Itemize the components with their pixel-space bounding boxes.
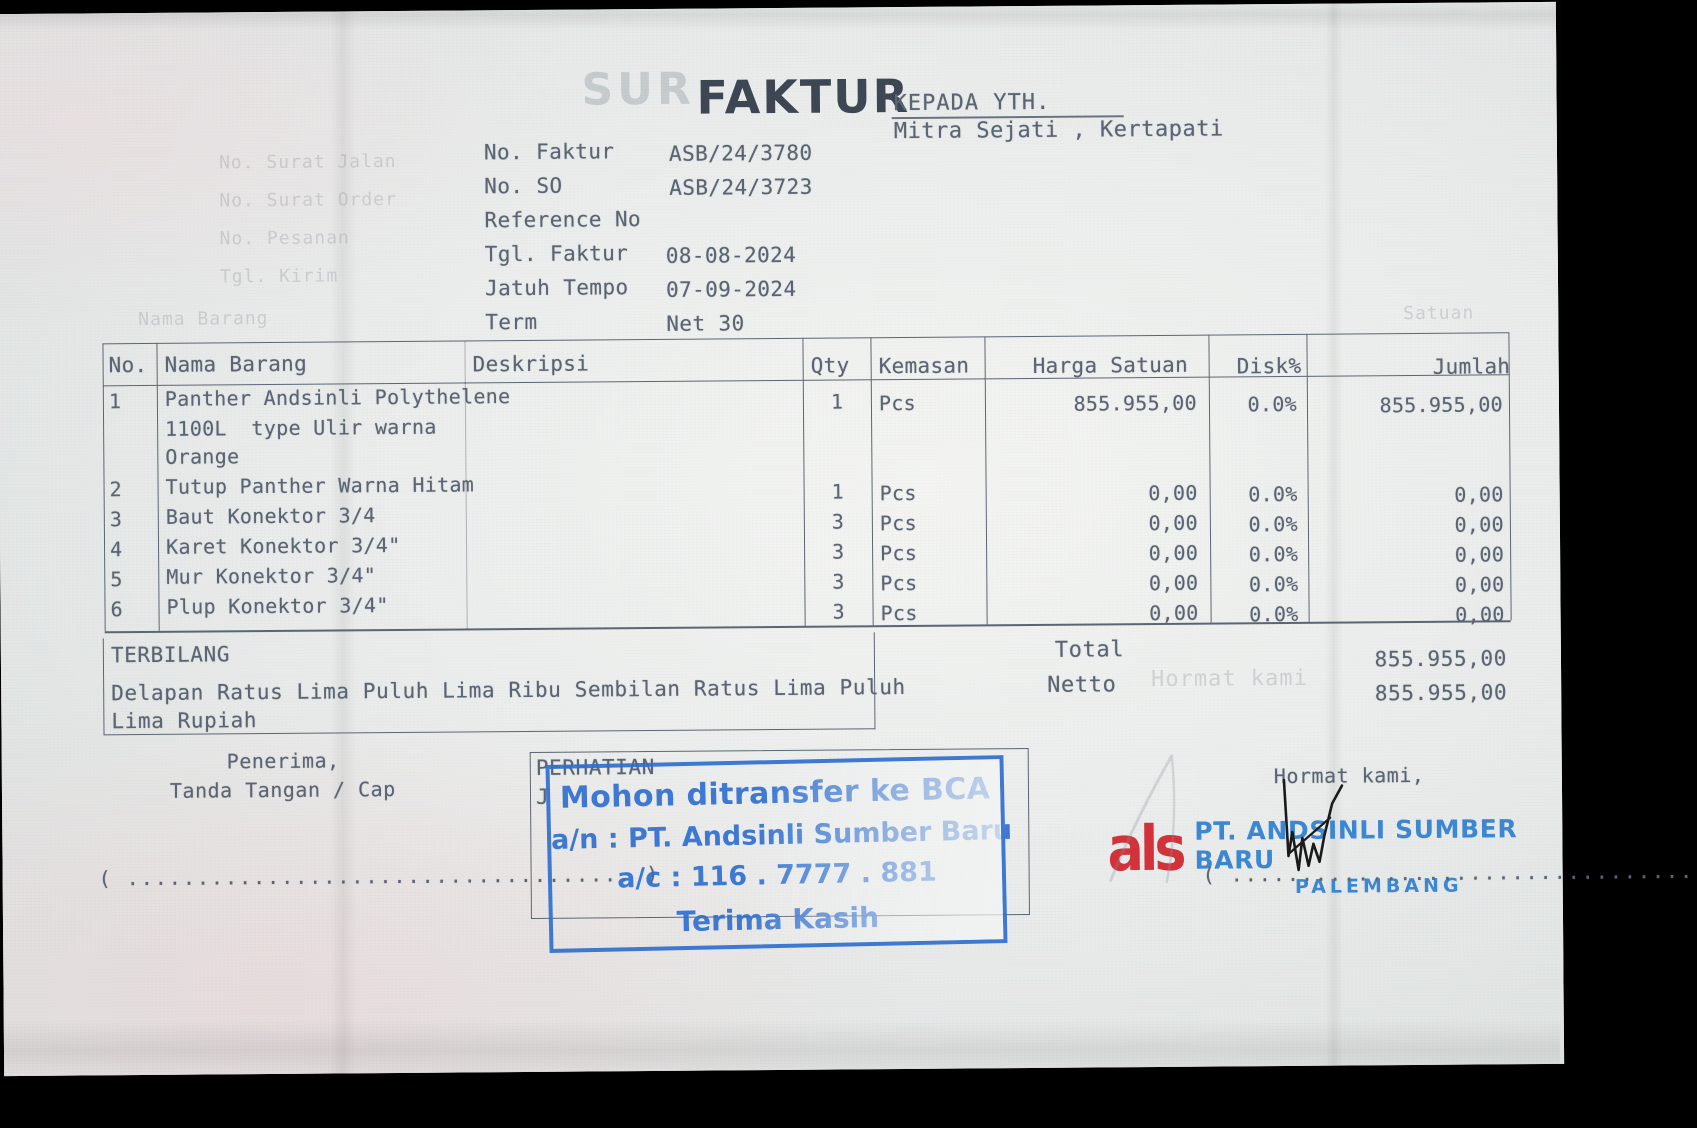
row-3-disk: 0.0%: [1248, 511, 1298, 537]
row-3-qty: 3: [831, 509, 845, 534]
table-top-rule: [102, 332, 1509, 345]
row-3-harga: 0,00: [1148, 510, 1198, 536]
hormat-signature-line: ( .................................... ): [1202, 858, 1697, 887]
netto-label: Netto: [1047, 672, 1117, 698]
row-1-qty: 1: [830, 389, 844, 414]
signature-scribble: [1282, 778, 1344, 872]
th-harga-satuan: Harga Satuan: [1032, 352, 1189, 379]
col-rule-kemasan: [870, 337, 874, 626]
row-2-harga: 0,00: [1148, 480, 1198, 506]
row-6-disk: 0.0%: [1249, 601, 1299, 627]
total-label: Total: [1054, 637, 1125, 663]
ghost-text-surat-order: No. Surat Order: [219, 188, 397, 212]
line-items-table: No. Nama Barang Deskripsi Qty Kemasan Ha…: [102, 332, 1512, 634]
row-6-nama: Plup Konektor 3/4": [166, 593, 389, 619]
row-5-kemasan: Pcs: [880, 570, 918, 596]
col-rule-nama: [156, 342, 160, 631]
row-6-harga: 0,00: [1149, 600, 1199, 626]
row-4-harga: 0,00: [1148, 540, 1199, 566]
row-5-no: 5: [110, 567, 123, 592]
row-4-jumlah: 0,00: [1454, 542, 1505, 567]
th-nama-barang: Nama Barang: [164, 351, 308, 377]
row-2-qty: 1: [831, 479, 845, 504]
row-1-no: 1: [108, 389, 122, 414]
terbilang-label: TERBILANG: [110, 642, 231, 668]
meta-label-reference-no: Reference No: [484, 207, 642, 233]
meta-label-no-faktur: No. Faktur: [483, 139, 615, 165]
row-4-kemasan: Pcs: [880, 540, 918, 566]
col-rule-qty: [802, 337, 806, 626]
bank-stamp-line-2: a/n : PT. Andsinli Sumber Baru: [550, 814, 1013, 856]
row-6-jumlah: 0,00: [1455, 602, 1505, 627]
terbilang-line-2: Lima Rupiah: [111, 708, 258, 734]
row-4-disk: 0.0%: [1248, 541, 1299, 567]
page-title: FAKTUR: [696, 68, 911, 125]
ghost-text-satuan: Satuan: [1403, 302, 1475, 325]
row-4-nama: Karet Konektor 3/4": [165, 532, 401, 559]
penerima-label: Penerima,: [226, 748, 340, 774]
meta-label-jatuh-tempo: Jatuh Tempo: [484, 275, 629, 301]
th-disk: Disk%: [1236, 353, 1302, 379]
penerima-sub: Tanda Tangan / Cap: [169, 777, 396, 803]
row-1-nama-3: Orange: [165, 444, 240, 469]
row-6-qty: 3: [832, 599, 846, 624]
meta-label-no-so: No. SO: [484, 173, 563, 199]
meta-value-term: Net 30: [666, 311, 745, 336]
bank-stamp-line-1: Mohon ditransfer ke BCA: [559, 771, 991, 816]
ghost-text-nama-barang: Nama Barang: [138, 308, 269, 331]
row-3-kemasan: Pcs: [879, 510, 918, 536]
col-rule-no: [102, 343, 106, 632]
bank-transfer-stamp: Mohon ditransfer ke BCA a/n : PT. Andsin…: [545, 755, 1013, 954]
ghost-text-pesanan: No. Pesanan: [219, 227, 350, 250]
row-2-no: 2: [109, 477, 123, 502]
row-4-no: 4: [109, 537, 123, 562]
row-1-harga: 855.955,00: [1073, 390, 1198, 416]
row-3-no: 3: [109, 507, 123, 532]
invoice-document: No. Surat Jalan No. Surat Order No. Pesa…: [0, 2, 1697, 1076]
meta-value-no-so: ASB/24/3723: [669, 174, 813, 200]
row-1-kemasan: Pcs: [878, 390, 917, 416]
ghost-text-surat-jalan: No. Surat Jalan: [218, 150, 397, 174]
th-kemasan: Kemasan: [878, 353, 970, 379]
row-2-disk: 0.0%: [1248, 481, 1298, 507]
row-2-nama: Tutup Panther Warna Hitam: [165, 472, 475, 499]
bank-stamp-line-3: a/c : 116 . 7777 . 881: [616, 856, 938, 895]
row-2-kemasan: Pcs: [879, 480, 917, 506]
ghost-text-hormat: Hormat kami: [1151, 665, 1308, 693]
row-2-jumlah: 0,00: [1454, 482, 1504, 507]
th-qty: Qty: [810, 353, 850, 378]
table-bottom-rule: [104, 620, 1511, 634]
row-1-nama: Panther Andsinli Polythelene: [164, 384, 511, 411]
row-3-nama: Baut Konektor 3/4: [165, 503, 376, 529]
netto-value: 855.955,00: [1374, 680, 1508, 706]
row-5-nama: Mur Konektor 3/4": [166, 563, 377, 589]
recipient-value: Mitra Sejati , Kertapati: [893, 116, 1224, 145]
total-value: 855.955,00: [1374, 646, 1508, 672]
ghost-title: SUR: [581, 63, 695, 116]
recipient-label: KEPADA YTH.: [893, 89, 1051, 117]
ghost-text-tgl-kirim: Tgl. Kirim: [219, 265, 339, 288]
row-4-qty: 3: [832, 539, 845, 564]
row-6-kemasan: Pcs: [880, 600, 918, 626]
meta-label-tgl-faktur: Tgl. Faktur: [484, 241, 629, 267]
th-jumlah: Jumlah: [1432, 354, 1511, 379]
meta-value-no-faktur: ASB/24/3780: [668, 140, 813, 166]
row-5-disk: 0.0%: [1248, 571, 1299, 597]
row-5-harga: 0,00: [1148, 570, 1199, 596]
meta-value-tgl-faktur: 08-08-2024: [665, 242, 797, 268]
th-no: No.: [108, 352, 148, 378]
pen-mark-ghost-icon: [1109, 754, 1176, 884]
row-1-jumlah: 855.955,00: [1379, 392, 1504, 418]
row-3-jumlah: 0,00: [1454, 512, 1505, 537]
th-deskripsi: Deskripsi: [472, 351, 590, 377]
bank-stamp-line-4: Terima Kasih: [676, 900, 880, 939]
row-1-disk: 0.0%: [1247, 391, 1298, 417]
meta-value-jatuh-tempo: 07-09-2024: [665, 276, 797, 302]
meta-label-term: Term: [485, 309, 538, 335]
row-5-jumlah: 0,00: [1454, 572, 1505, 597]
row-5-qty: 3: [832, 569, 845, 594]
row-1-nama-2: 1100L type Ulir warna: [165, 414, 437, 441]
row-6-no: 6: [110, 597, 123, 622]
